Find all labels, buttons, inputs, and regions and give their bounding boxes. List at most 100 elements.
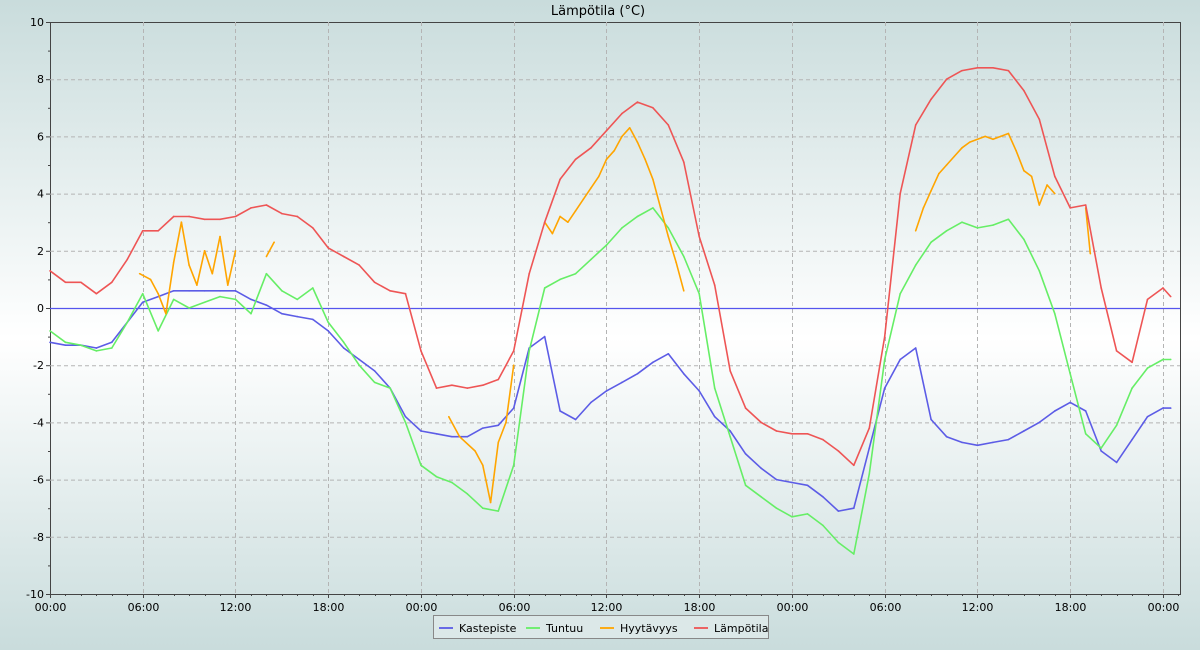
data-point: [49, 330, 51, 332]
data-point: [95, 350, 98, 352]
data-point: [219, 235, 221, 238]
y-tick-label: -6: [33, 474, 44, 487]
data-point: [1030, 175, 1033, 178]
y-tick-label: 2: [37, 245, 44, 258]
data-point: [203, 290, 206, 292]
series-hyyt-vyys: [138, 127, 1092, 504]
data-point: [1115, 461, 1118, 464]
data-point: [165, 312, 167, 315]
data-point: [219, 290, 221, 292]
data-point: [296, 215, 299, 218]
data-point: [621, 112, 623, 115]
data-point: [389, 290, 391, 292]
series-line: [49, 289, 1171, 512]
data-point: [157, 292, 160, 295]
data-point: [466, 493, 469, 495]
data-point: [265, 272, 268, 275]
y-tick-label: -8: [33, 531, 44, 544]
data-point: [528, 350, 531, 352]
y-tick-label: 8: [37, 73, 44, 86]
data-point: [992, 441, 994, 444]
data-point: [466, 435, 469, 438]
data-point: [667, 352, 670, 355]
data-point: [636, 215, 639, 218]
data-point: [49, 341, 51, 344]
data-point: [968, 141, 971, 143]
data-point: [342, 255, 345, 258]
data-point: [806, 513, 809, 515]
data-point: [311, 227, 314, 229]
data-point: [234, 290, 237, 292]
data-point: [281, 212, 283, 215]
data-point: [296, 298, 299, 301]
data-point: [1162, 358, 1164, 361]
data-point: [682, 372, 685, 375]
data-point: [899, 358, 902, 361]
data-point: [141, 292, 144, 295]
data-point: [914, 347, 917, 349]
data-point: [111, 347, 113, 349]
data-point: [1084, 410, 1087, 412]
data-point: [667, 235, 670, 238]
data-point: [80, 344, 82, 346]
data-point: [543, 221, 546, 223]
legend-label: Lämpötila: [714, 622, 768, 635]
data-point: [219, 218, 221, 221]
data-point: [149, 278, 152, 281]
data-point: [420, 430, 422, 432]
data-point: [760, 421, 762, 424]
data-point: [621, 135, 623, 138]
data-point: [466, 387, 469, 389]
y-tick-label: -4: [33, 416, 44, 429]
data-point: [914, 264, 917, 266]
data-point: [953, 155, 956, 158]
data-point: [644, 158, 646, 161]
data-point: [435, 433, 438, 435]
data-point: [180, 221, 183, 223]
data-point: [899, 192, 902, 195]
data-point: [543, 335, 546, 338]
data-point: [868, 427, 871, 429]
data-point: [265, 255, 268, 258]
series-l-mp-tila: [49, 66, 1172, 467]
data-point: [837, 541, 840, 544]
data-point: [775, 478, 778, 481]
data-point: [1007, 218, 1010, 221]
data-point: [590, 187, 592, 189]
data-point: [497, 510, 500, 512]
y-tick-label: 10: [30, 16, 44, 29]
data-point: [605, 158, 608, 161]
data-point: [458, 435, 461, 438]
data-point: [853, 464, 855, 467]
data-point: [1115, 424, 1118, 427]
data-point: [311, 318, 314, 321]
data-point: [404, 292, 407, 295]
data-point: [760, 495, 762, 498]
series-tuntuu: [49, 207, 1172, 555]
data-point: [613, 149, 616, 152]
x-tick-label: 00:00: [1148, 601, 1180, 614]
data-point: [1089, 252, 1092, 255]
data-point: [219, 295, 221, 298]
data-point: [652, 178, 654, 181]
data-point: [1015, 149, 1017, 152]
data-point: [373, 370, 376, 372]
data-point: [188, 215, 190, 218]
data-point: [141, 301, 144, 304]
x-tick-label: 12:00: [220, 601, 252, 614]
legend: Kastepiste Tuntuu Hyytävyys Lämpötila: [433, 615, 769, 639]
data-point: [234, 250, 237, 252]
data-point: [482, 507, 484, 510]
data-point: [1100, 287, 1102, 289]
data-point: [744, 453, 747, 455]
data-point: [296, 315, 299, 318]
data-point: [713, 387, 716, 389]
data-point: [868, 473, 871, 475]
data-point: [713, 284, 716, 286]
data-point: [1038, 204, 1041, 206]
data-point: [883, 358, 886, 361]
data-point: [922, 207, 925, 209]
data-point: [652, 107, 654, 109]
legend-label: Hyytävyys: [620, 622, 678, 635]
